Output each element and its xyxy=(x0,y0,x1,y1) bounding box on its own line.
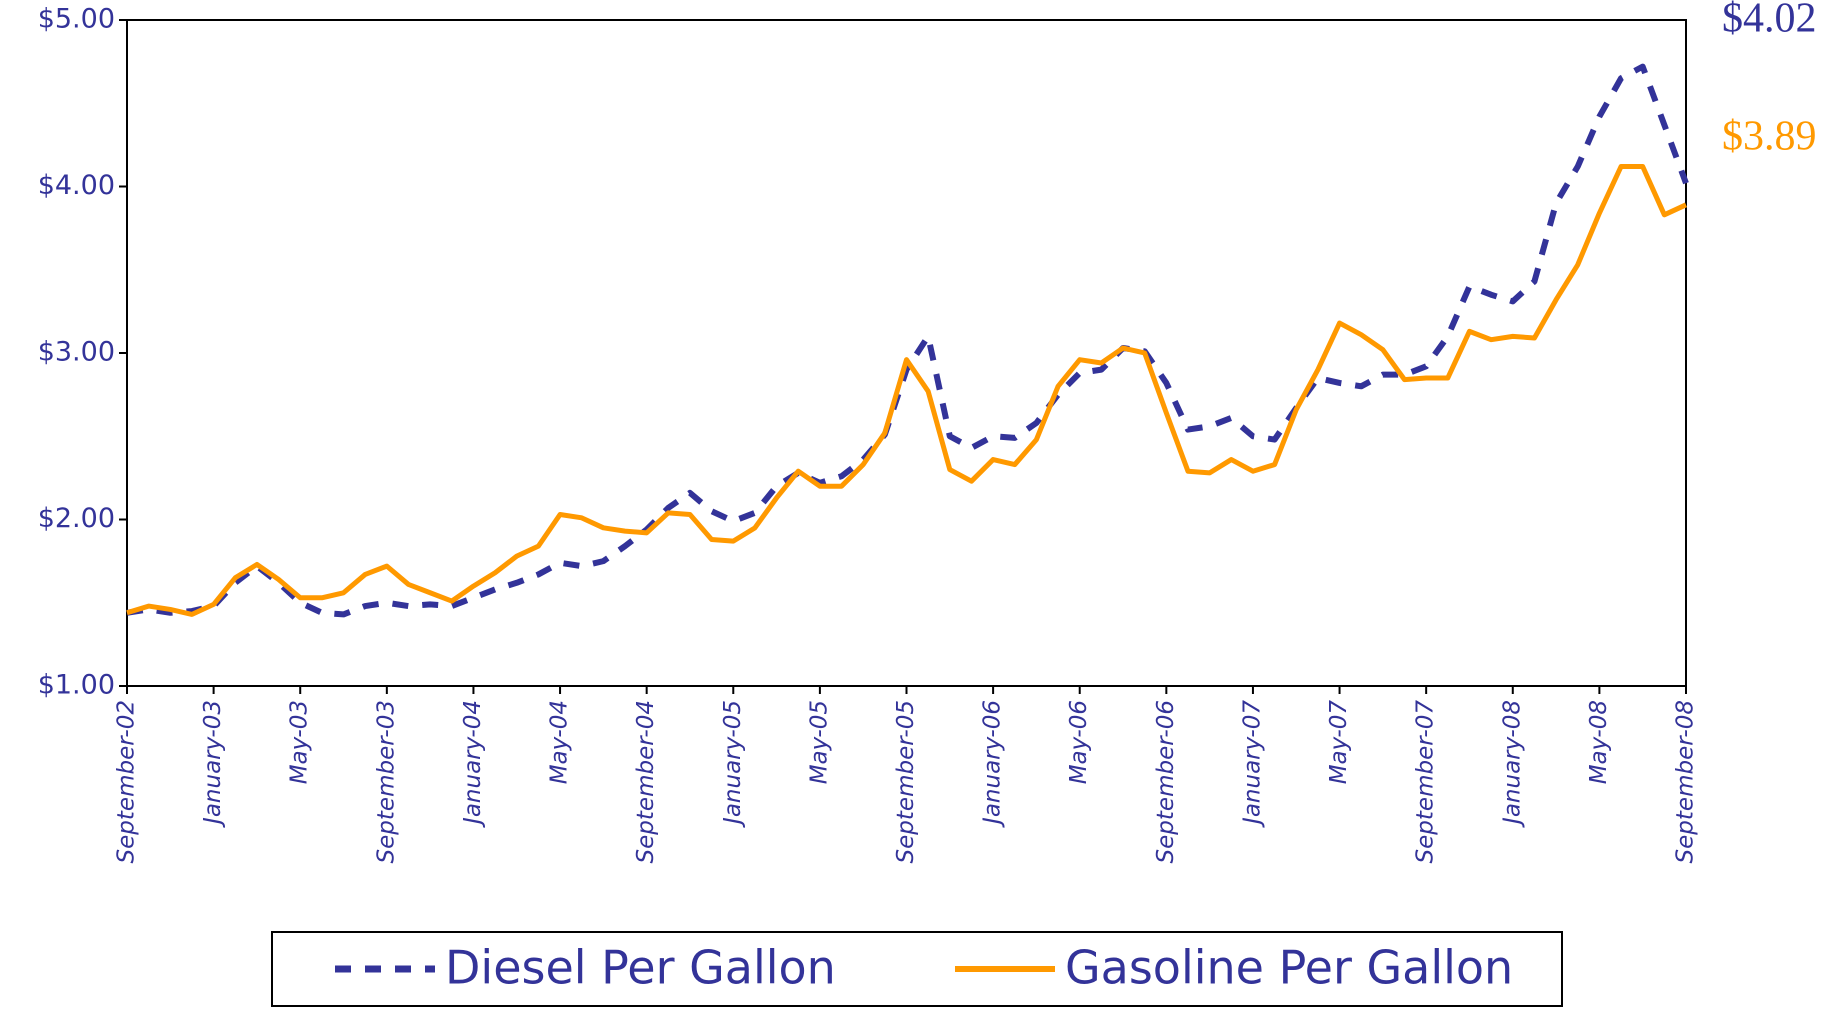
end-label: $3.89 xyxy=(1722,114,1817,160)
x-tick-label: January-03 xyxy=(200,700,226,828)
x-tick-label: May-05 xyxy=(806,700,832,784)
x-tick-label: January-07 xyxy=(1239,700,1265,828)
y-tick-label: $4.00 xyxy=(38,170,115,201)
x-tick-label: May-04 xyxy=(547,700,573,784)
x-tick-label: May-08 xyxy=(1586,700,1612,784)
y-tick-label: $3.00 xyxy=(38,337,115,368)
x-tick-label: May-07 xyxy=(1326,700,1352,785)
end-label: $4.02 xyxy=(1722,0,1817,42)
x-tick-label: January-04 xyxy=(460,700,486,828)
x-tick-label: January-05 xyxy=(720,700,746,828)
x-tick-label: September-08 xyxy=(1673,700,1699,863)
x-tick-label: September-02 xyxy=(114,700,140,863)
series-line xyxy=(126,63,1689,618)
x-tick-label: May-06 xyxy=(1066,700,1092,784)
legend-box xyxy=(271,931,1563,1007)
x-tick-label: September-07 xyxy=(1413,700,1439,864)
legend-label: Gasoline Per Gallon xyxy=(1065,941,1513,995)
series-line xyxy=(126,164,1688,617)
x-tick-label: September-06 xyxy=(1153,700,1179,863)
y-tick-label: $1.00 xyxy=(38,670,115,701)
legend-label: Diesel Per Gallon xyxy=(445,941,836,995)
x-tick-label: January-08 xyxy=(1499,700,1525,828)
y-tick-label: $5.00 xyxy=(38,4,115,35)
x-tick-label: September-04 xyxy=(633,700,659,863)
x-tick-label: September-05 xyxy=(893,700,919,863)
x-tick-label: January-06 xyxy=(980,700,1006,828)
y-tick-label: $2.00 xyxy=(38,503,115,534)
plot-frame xyxy=(126,19,1687,687)
x-tick-label: May-03 xyxy=(287,700,313,784)
x-tick-label: September-03 xyxy=(373,700,399,863)
